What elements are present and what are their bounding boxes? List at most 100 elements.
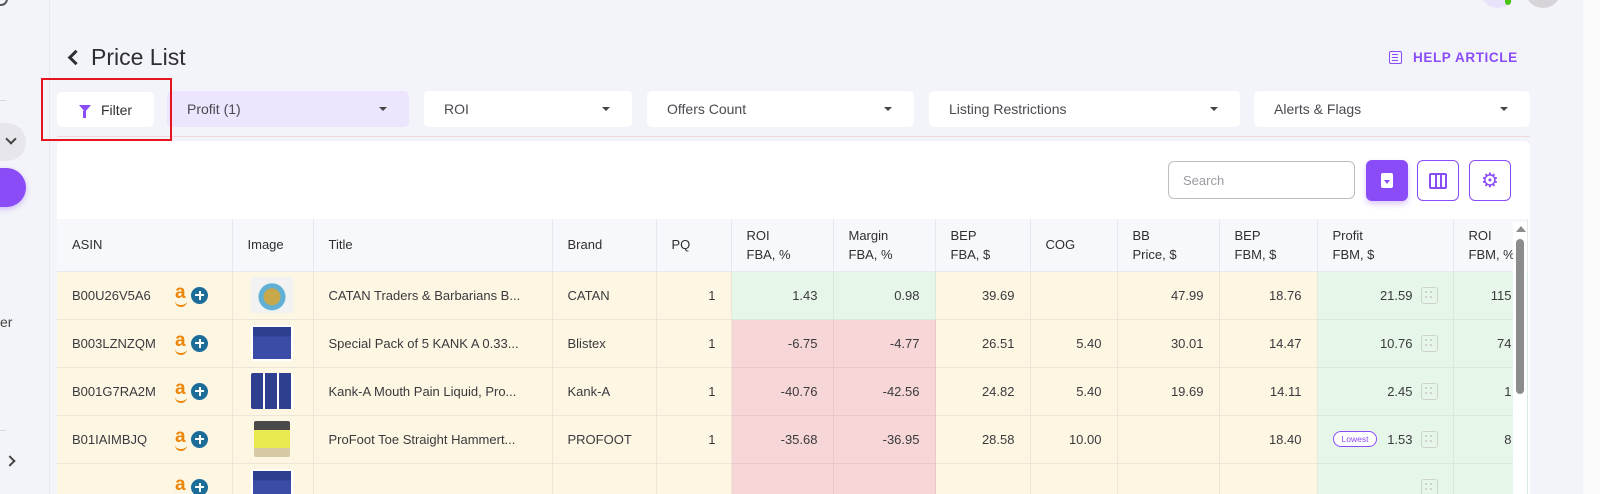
calculator-icon[interactable] (1420, 382, 1438, 400)
roi-fba: -40.76 (731, 367, 834, 416)
table-row[interactable]: B001G7RA2M a Kank-A Mouth Pain Liquid, Pr… (57, 367, 1528, 416)
sidebar-divider (0, 100, 6, 101)
page-header: Price List (66, 44, 186, 71)
filter-dropdown-alerts-flags[interactable]: Alerts & Flags (1254, 91, 1530, 127)
amazon-icon[interactable]: a (175, 282, 189, 307)
export-button[interactable] (1366, 160, 1408, 201)
cog[interactable] (1030, 271, 1118, 320)
roi-fba: -35.68 (731, 415, 834, 464)
filter-button[interactable]: Filter (57, 92, 154, 127)
amazon-icon[interactable]: a (175, 330, 189, 355)
cog[interactable]: 10.00 (1030, 415, 1118, 464)
settings-button[interactable]: ⚙ (1469, 160, 1511, 201)
filter-dropdown-offers-count[interactable]: Offers Count (647, 91, 914, 127)
column-header-bb-price[interactable]: BB Price, $ (1117, 219, 1220, 272)
filter-divider (57, 136, 1530, 137)
amazon-icon[interactable]: a (175, 474, 189, 494)
title: ProFoot Toe Straight Hammert... (313, 415, 553, 464)
keepa-icon[interactable] (191, 382, 208, 400)
sidebar-item-label[interactable]: er (0, 314, 13, 330)
calculator-icon[interactable] (1420, 334, 1438, 352)
column-header-title[interactable]: Title (313, 219, 553, 272)
chevron-right-icon[interactable] (4, 455, 16, 467)
filter-button-label: Filter (100, 101, 133, 118)
cog[interactable]: 5.40 (1030, 319, 1118, 368)
amazon-icon[interactable]: a (175, 426, 189, 451)
sidebar: er (0, 0, 50, 494)
help-article-label: HELP ARTICLE (1413, 50, 1518, 65)
product-image[interactable] (253, 421, 290, 457)
column-header-cog[interactable]: COG (1030, 219, 1118, 272)
table-row[interactable]: a (57, 463, 1528, 494)
column-header-asin[interactable]: ASIN (57, 219, 233, 272)
caret-down-icon (1500, 107, 1508, 111)
back-arrow-icon[interactable] (67, 49, 84, 66)
table-row[interactable]: B01IAIMBJQ a ProFoot Toe Straight Hammert… (57, 415, 1528, 464)
column-header-margin-fba[interactable]: Margin FBA, % (833, 219, 936, 272)
sidebar-active-item[interactable] (0, 168, 26, 207)
roi-fba: 1.43 (731, 271, 834, 320)
caret-down-icon (1210, 107, 1218, 111)
sidebar-dropdown-toggle[interactable] (0, 123, 26, 161)
profit-fbm: 1.53 (1387, 431, 1413, 447)
column-header-bep-fbm[interactable]: BEP FBM, $ (1219, 219, 1318, 272)
dropdown-label: Listing Restrictions (949, 101, 1067, 117)
calculator-icon[interactable] (1420, 478, 1438, 494)
caret-down-icon (884, 107, 892, 111)
product-image[interactable] (250, 277, 293, 313)
cog[interactable] (1030, 463, 1118, 494)
keepa-icon[interactable] (191, 430, 208, 448)
column-header-roi-fba[interactable]: ROI FBA, % (731, 219, 834, 272)
asin[interactable]: B001G7RA2M (72, 383, 156, 399)
bep-fba: 28.58 (935, 415, 1031, 464)
table-vertical-scrollbar[interactable] (1513, 222, 1527, 494)
title: CATAN Traders & Barbarians B... (313, 271, 553, 320)
scrollbar-thumb[interactable] (1516, 239, 1524, 394)
columns-button[interactable] (1417, 160, 1459, 201)
brand: Kank-A (552, 367, 657, 416)
funnel-icon (78, 105, 91, 118)
amazon-icon[interactable]: a (175, 378, 189, 403)
asin[interactable]: B00U26V5A6 (72, 287, 151, 303)
margin-fba: -42.56 (833, 367, 936, 416)
column-header-pq[interactable]: PQ (656, 219, 732, 272)
column-header-image[interactable]: Image (232, 219, 314, 272)
search-input[interactable] (1168, 161, 1355, 199)
keepa-icon[interactable] (191, 286, 208, 304)
asin[interactable]: B003LZNZQM (72, 335, 156, 351)
asin[interactable]: B01IAIMBJQ (72, 431, 148, 447)
dropdown-label: Profit (1) (187, 101, 241, 117)
user-avatar[interactable] (1525, 0, 1561, 8)
notifications-avatar[interactable] (1480, 0, 1516, 8)
filter-dropdown-listing-restrictions[interactable]: Listing Restrictions (929, 91, 1240, 127)
table-row[interactable]: B003LZNZQM a Special Pack of 5 KANK A 0.3… (57, 319, 1528, 368)
keepa-icon[interactable] (191, 334, 208, 352)
scroll-up-arrow-icon[interactable] (1516, 226, 1526, 232)
table-row[interactable]: B00U26V5A6 a CATAN Traders & Barbarians B… (57, 271, 1528, 320)
product-image[interactable] (250, 325, 293, 361)
pq (656, 463, 732, 494)
keepa-icon[interactable] (191, 478, 208, 494)
product-image[interactable] (250, 373, 293, 409)
columns-icon (1429, 172, 1447, 189)
filter-dropdown-roi[interactable]: ROI (424, 91, 632, 127)
help-article-link[interactable]: HELP ARTICLE (1389, 50, 1518, 65)
bep-fbm (1219, 463, 1318, 494)
calculator-icon[interactable] (1420, 430, 1438, 448)
margin-fba: 0.98 (833, 271, 936, 320)
dropdown-label: ROI (444, 101, 469, 117)
cog[interactable]: 5.40 (1030, 367, 1118, 416)
bb-price (1117, 463, 1220, 494)
product-image[interactable] (250, 469, 293, 494)
column-header-brand[interactable]: Brand (552, 219, 657, 272)
column-header-profit-fbm[interactable]: Profit FBM, $ (1317, 219, 1454, 272)
sidebar-top-icon (0, 0, 8, 6)
margin-fba: -36.95 (833, 415, 936, 464)
pq: 1 (656, 319, 732, 368)
column-header-bep-fba[interactable]: BEP FBA, $ (935, 219, 1031, 272)
pq: 1 (656, 271, 732, 320)
calculator-icon[interactable] (1420, 286, 1438, 304)
bep-fbm: 14.47 (1219, 319, 1318, 368)
filter-dropdown-profit[interactable]: Profit (1) (167, 91, 409, 127)
